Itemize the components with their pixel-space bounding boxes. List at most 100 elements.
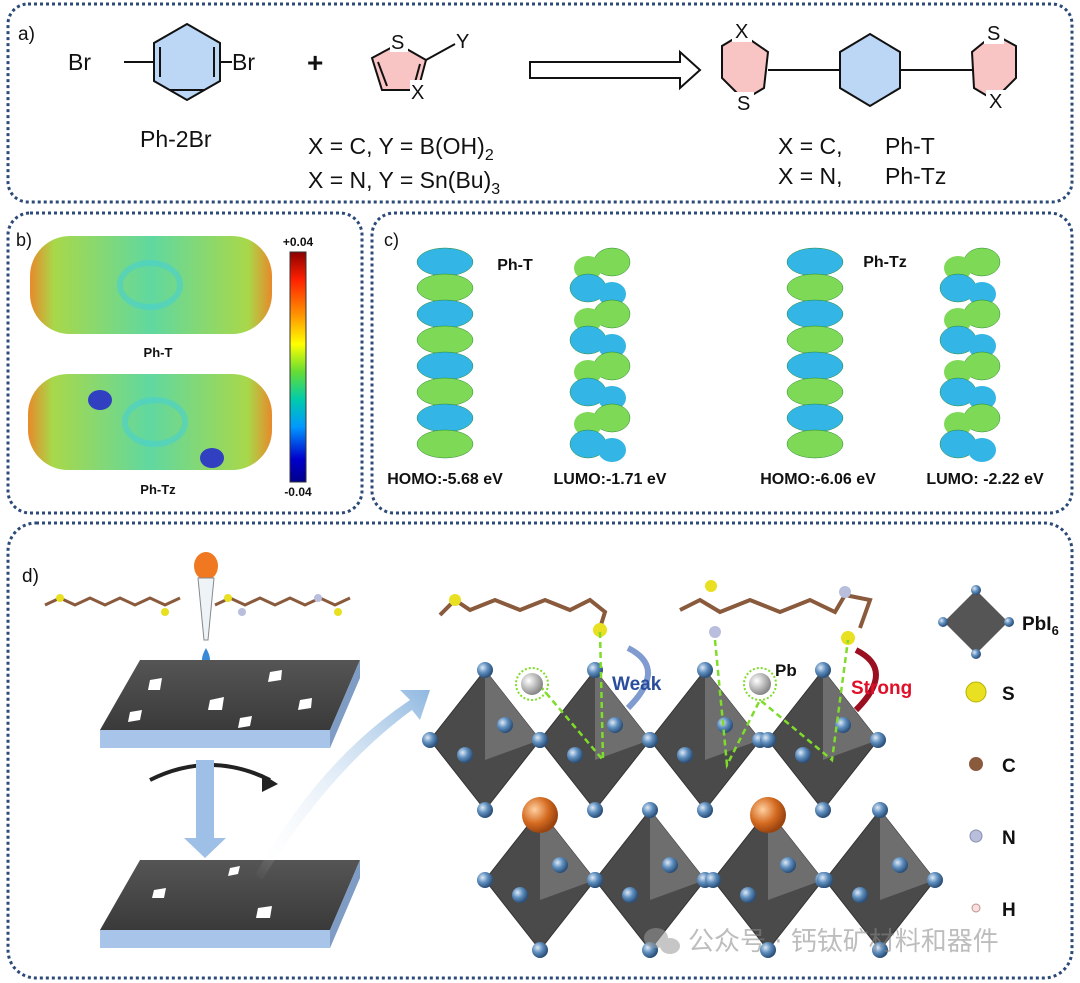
iodide-atom	[705, 872, 721, 888]
orbital-lobe	[786, 429, 844, 459]
octahedron-face	[768, 810, 823, 900]
colorbar-min: -0.04	[284, 485, 312, 499]
orbital-lobe	[944, 360, 972, 384]
iodide-atom	[815, 662, 831, 678]
pb-highlight-ring	[515, 667, 549, 701]
esp-surface-ph-tz	[28, 374, 272, 470]
iodide-atom	[697, 802, 713, 818]
iodide-atom	[872, 802, 888, 818]
iodide-atom	[760, 942, 776, 958]
orbital-lobe	[416, 325, 474, 355]
reactant1-name: Ph-2Br	[140, 126, 212, 152]
perovskite-film-after	[100, 860, 360, 948]
molecule-ph-t	[438, 594, 608, 637]
orbital-lobe	[786, 377, 844, 407]
orbital-lobe	[574, 308, 602, 332]
iodide-atom	[497, 717, 513, 733]
orbital-lobe	[416, 377, 474, 407]
iodide-atom	[740, 887, 756, 903]
iodide-atom	[477, 872, 493, 888]
iodide-atom	[477, 662, 493, 678]
legend: PbI6 S C N H	[938, 585, 1059, 921]
pb-label: Pb	[775, 661, 797, 680]
orbital-lobe	[786, 403, 844, 433]
iodide-atom	[607, 717, 623, 733]
orbital-lobe	[416, 403, 474, 433]
sulfur-atom-icon	[965, 681, 987, 703]
orbital-lobe	[416, 247, 474, 277]
legend-label-n: N	[1002, 828, 1016, 849]
orbital-lobe	[574, 360, 602, 384]
plus-sign: +	[307, 47, 323, 78]
iodide-atom	[870, 732, 886, 748]
iodide-atom	[662, 857, 678, 873]
octahedron-face	[595, 670, 650, 760]
octahedron-face	[880, 810, 935, 900]
iodide-atom	[642, 802, 658, 818]
br-right: Br	[232, 49, 255, 75]
product-label-2: X = N, Ph-Tz	[778, 163, 946, 189]
carbon-atom-icon	[969, 757, 983, 771]
orbital-lobe	[968, 282, 996, 306]
panel-d-frame	[6, 521, 1074, 980]
iodide-atom	[642, 732, 658, 748]
legend-label-pbi6: PbI6	[1022, 614, 1059, 638]
orbital-label-4: LUMO: -2.22 eV	[926, 471, 1044, 488]
legend-label-s: S	[1002, 684, 1015, 705]
esp-surface-ph-t	[30, 236, 272, 334]
watermark: 公众号 · 钙钛矿材料和器件	[644, 927, 999, 957]
orbital-lobe	[968, 438, 996, 462]
iodide-atom	[927, 872, 943, 888]
orbital-lobe	[786, 273, 844, 303]
iodide-atom	[795, 747, 811, 763]
iodide-atom	[477, 802, 493, 818]
orbital-lobe	[416, 351, 474, 381]
panel-a: a) Br Br Ph-2Br + S Y X X = C, Y = B(OH)…	[18, 20, 1017, 198]
product-s-bottom: S	[737, 93, 750, 115]
orbital-lobe	[968, 334, 996, 358]
thiophene-structure: S Y X	[370, 30, 469, 104]
iodide-atom	[815, 802, 831, 818]
strong-label: Strong	[851, 678, 912, 699]
panel-d-label: d)	[22, 566, 39, 587]
octahedron-face	[650, 810, 705, 900]
nitrogen-atom-icon	[969, 829, 983, 843]
octahedron-icon	[938, 585, 1014, 659]
orbital-lobe	[944, 256, 972, 280]
product-s-top: S	[987, 23, 1000, 45]
iodide-atom	[587, 802, 603, 818]
reaction-arrow	[529, 49, 702, 91]
pb-atom	[521, 673, 543, 695]
legend-label-c: C	[1002, 756, 1016, 777]
panel-b-label: b)	[16, 230, 32, 250]
dropper-icon	[194, 552, 218, 666]
orbital-lobe	[944, 308, 972, 332]
colorbar	[289, 251, 307, 483]
weak-label: Weak	[612, 674, 662, 695]
pb-highlight-ring	[743, 667, 777, 701]
product-label-1: X = C, Ph-T	[778, 133, 935, 159]
orbital-lobe	[598, 438, 626, 462]
panel-a-frame	[6, 2, 1074, 204]
iodide-atom	[852, 887, 868, 903]
iodide-atom	[532, 942, 548, 958]
group-label-ph-t: Ph-T	[497, 257, 533, 274]
iodide-atom	[872, 942, 888, 958]
iodide-atom	[717, 717, 733, 733]
orbital-lobe	[786, 351, 844, 381]
orbital-lobe	[598, 334, 626, 358]
iodide-atom	[780, 857, 796, 873]
hydrogen-atom-icon	[971, 903, 981, 913]
orbital-lobe	[598, 282, 626, 306]
perovskite-film-before	[100, 660, 360, 748]
iodide-atom	[835, 717, 851, 733]
panel-c-frame	[370, 211, 1074, 515]
iodide-atom	[760, 732, 776, 748]
product-structure: X S S X	[721, 20, 1017, 115]
small-molecule-ph-tz	[214, 594, 351, 616]
orbital-lobe	[786, 299, 844, 329]
orbital-lobe	[598, 386, 626, 410]
legend-label-h: H	[1002, 900, 1016, 921]
interaction-lines	[534, 631, 850, 770]
